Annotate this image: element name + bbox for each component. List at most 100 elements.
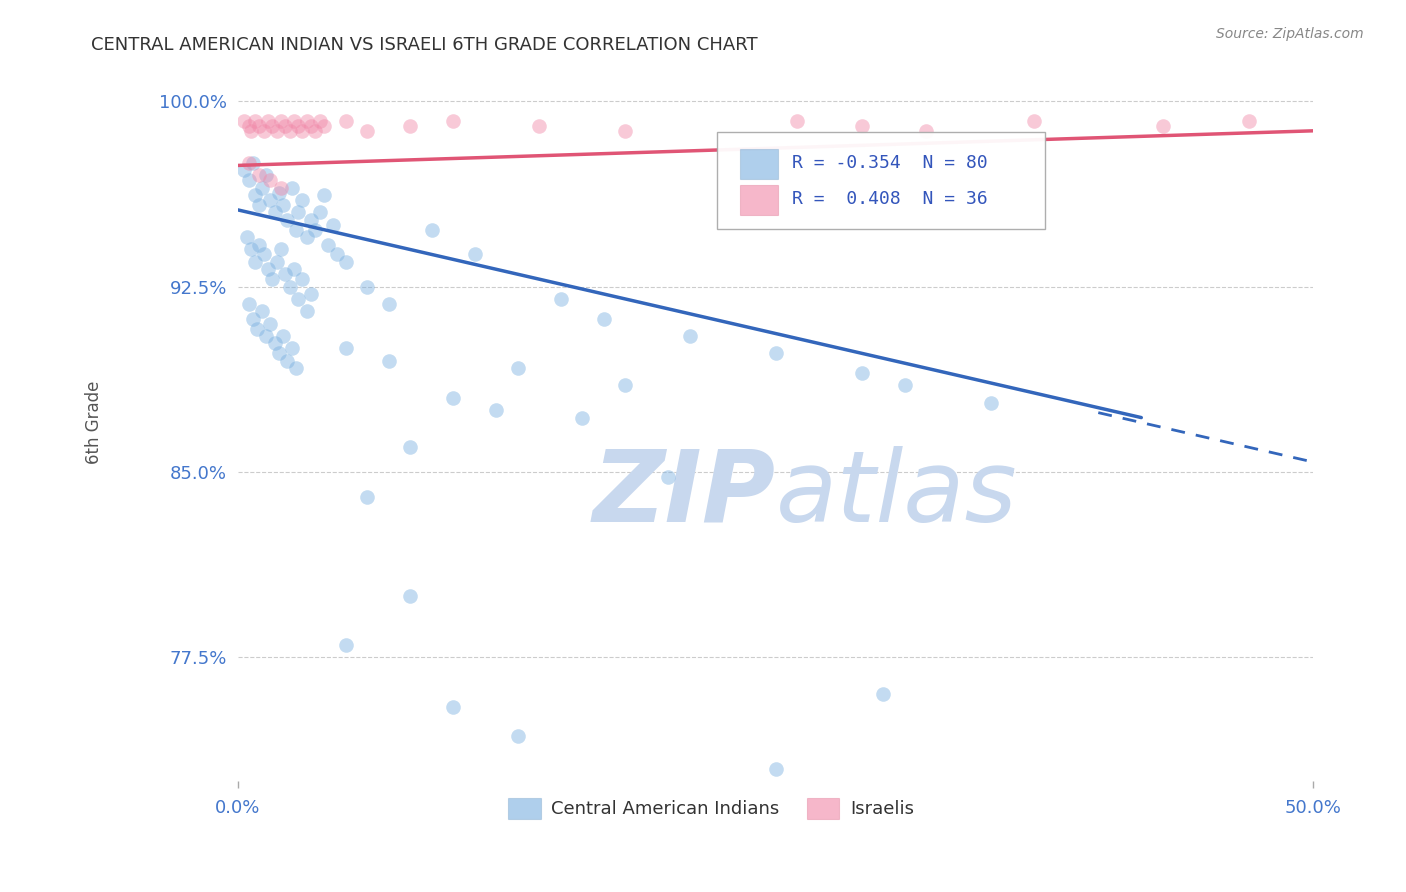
Point xyxy=(915,124,938,138)
Point xyxy=(283,114,305,128)
Point xyxy=(278,279,301,293)
Text: R =  0.408  N = 36: R = 0.408 N = 36 xyxy=(792,190,987,208)
Point xyxy=(312,188,335,202)
Point xyxy=(270,114,292,128)
Point xyxy=(238,173,260,187)
Point xyxy=(239,124,262,138)
Point xyxy=(299,119,322,133)
Point xyxy=(276,353,298,368)
Point xyxy=(299,212,322,227)
Point xyxy=(399,589,422,603)
Point xyxy=(304,223,326,237)
Point xyxy=(335,114,357,128)
Point xyxy=(262,272,284,286)
Point xyxy=(316,237,339,252)
Point xyxy=(291,124,314,138)
Point xyxy=(356,124,378,138)
Point xyxy=(233,163,256,178)
Point xyxy=(280,342,302,356)
Point xyxy=(765,346,787,360)
Point xyxy=(295,114,318,128)
Point xyxy=(259,193,281,207)
Point xyxy=(851,119,873,133)
Point xyxy=(283,262,305,277)
Text: CENTRAL AMERICAN INDIAN VS ISRAELI 6TH GRADE CORRELATION CHART: CENTRAL AMERICAN INDIAN VS ISRAELI 6TH G… xyxy=(91,36,758,54)
Point xyxy=(287,205,309,219)
Point xyxy=(356,490,378,504)
Point xyxy=(243,188,266,202)
Point xyxy=(257,262,280,277)
Point xyxy=(287,292,309,306)
Point xyxy=(249,169,271,183)
Point xyxy=(657,470,679,484)
Point xyxy=(893,378,915,392)
Text: atlas: atlas xyxy=(776,446,1018,542)
Point xyxy=(250,180,273,194)
Legend: Central American Indians, Israelis: Central American Indians, Israelis xyxy=(501,790,921,826)
Point xyxy=(765,762,787,776)
Point xyxy=(506,730,529,744)
Text: Source: ZipAtlas.com: Source: ZipAtlas.com xyxy=(1216,27,1364,41)
Point xyxy=(295,304,318,318)
Point xyxy=(238,119,260,133)
Point xyxy=(250,304,273,318)
Point xyxy=(304,124,326,138)
Point xyxy=(308,205,330,219)
Point xyxy=(271,198,294,212)
Point xyxy=(335,342,357,356)
Point xyxy=(254,329,277,343)
Point xyxy=(274,267,297,281)
Point xyxy=(527,119,550,133)
Point xyxy=(614,378,637,392)
Point xyxy=(614,124,637,138)
Point xyxy=(287,119,309,133)
Point xyxy=(1237,114,1260,128)
Point xyxy=(295,230,318,244)
Point xyxy=(274,119,297,133)
Point xyxy=(291,272,314,286)
Point xyxy=(271,329,294,343)
Point xyxy=(238,156,260,170)
Point xyxy=(399,119,422,133)
Point xyxy=(249,237,271,252)
Point xyxy=(356,279,378,293)
Point xyxy=(266,255,288,269)
Point xyxy=(299,287,322,301)
Text: ZIP: ZIP xyxy=(593,446,776,542)
Point xyxy=(243,255,266,269)
Point xyxy=(980,396,1002,410)
FancyBboxPatch shape xyxy=(740,149,778,178)
Point xyxy=(235,230,257,244)
Point xyxy=(326,247,349,261)
Point xyxy=(291,193,314,207)
Point xyxy=(786,114,808,128)
Point xyxy=(335,638,357,652)
Point xyxy=(322,218,344,232)
Point xyxy=(1152,119,1174,133)
Point xyxy=(242,156,264,170)
Point xyxy=(285,361,308,376)
Point xyxy=(485,403,508,417)
Point xyxy=(399,440,422,454)
Y-axis label: 6th Grade: 6th Grade xyxy=(86,381,103,464)
Point xyxy=(678,329,700,343)
Point xyxy=(267,346,290,360)
Point xyxy=(420,223,443,237)
Point xyxy=(270,243,292,257)
Point xyxy=(550,292,572,306)
Point xyxy=(308,114,330,128)
Point xyxy=(285,223,308,237)
Point xyxy=(243,114,266,128)
FancyBboxPatch shape xyxy=(717,132,1045,229)
Point xyxy=(441,391,464,405)
Point xyxy=(377,297,399,311)
Point xyxy=(254,169,277,183)
Point xyxy=(249,119,271,133)
Point xyxy=(851,366,873,380)
Point xyxy=(270,180,292,194)
Point xyxy=(253,247,276,261)
Point xyxy=(242,311,264,326)
Point xyxy=(377,353,399,368)
Point xyxy=(335,255,357,269)
Point xyxy=(441,699,464,714)
